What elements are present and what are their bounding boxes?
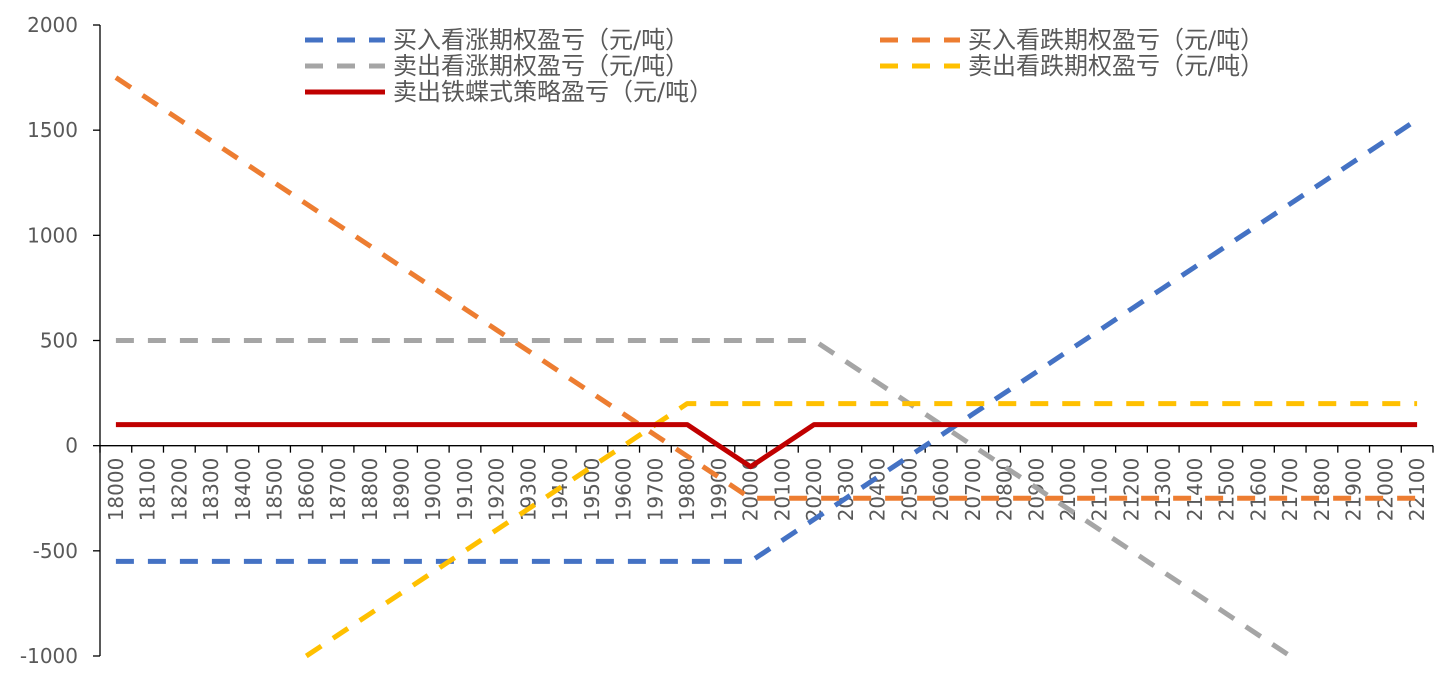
x-tick-label: 18400 — [231, 458, 255, 522]
legend: 买入看涨期权盈亏（元/吨） 买入看跌期权盈亏（元/吨）卖出看涨期权盈亏（元/吨）卖… — [305, 26, 1264, 106]
series-5-line — [115, 422, 1418, 470]
x-tick-label: 20500 — [897, 458, 921, 522]
x-tick-label: 21500 — [1215, 458, 1239, 522]
series-2-line — [114, 75, 1418, 501]
x-tick-label: 21700 — [1278, 458, 1302, 522]
x-tick-label: 19100 — [453, 458, 477, 522]
x-tick-label: 20400 — [866, 458, 890, 522]
x-tick-label: 20300 — [834, 458, 858, 522]
x-tick-label: 18000 — [104, 458, 128, 522]
y-tick-label: 1000 — [27, 223, 78, 247]
x-tick-label: 18300 — [199, 458, 223, 522]
x-tick-label: 20800 — [993, 458, 1017, 522]
x-tick-label: 20600 — [929, 458, 953, 522]
y-tick-label: 2000 — [27, 13, 78, 37]
x-tick-label: 20200 — [802, 458, 826, 522]
x-tick-label: 22100 — [1405, 458, 1429, 522]
series-3-line — [115, 338, 1292, 659]
y-tick-label: -1000 — [20, 644, 78, 668]
x-tick-label: 18600 — [294, 458, 318, 522]
x-tick-label: 20700 — [961, 458, 985, 522]
x-tick-label: 19200 — [485, 458, 509, 522]
x-axis: 18000 18100 18200 18300 18400 18500 18600 18700… — [99, 445, 1434, 522]
x-tick-label: 21300 — [1151, 458, 1175, 522]
x-tick-label: 21100 — [1088, 458, 1112, 522]
series-1-line — [115, 117, 1419, 564]
x-tick-label: 21400 — [1183, 458, 1207, 522]
x-tick-label: 19900 — [707, 458, 731, 522]
legend-label-5: 卖出铁蝶式策略盈亏（元/吨） — [393, 78, 713, 106]
series-4-line — [304, 401, 1418, 659]
x-tick-label: 18200 — [167, 458, 191, 522]
y-tick-label: 0 — [65, 434, 78, 458]
x-tick-label: 21200 — [1119, 458, 1143, 522]
x-tick-label: 21800 — [1310, 458, 1334, 522]
y-tick-label: -500 — [33, 539, 78, 563]
x-tick-label: 18700 — [326, 458, 350, 522]
x-tick-label: 19000 — [421, 458, 445, 522]
legend-label-3: 卖出看涨期权盈亏（元/吨） — [393, 52, 689, 80]
x-tick-label: 21600 — [1246, 458, 1270, 522]
x-tick-label: 18500 — [263, 458, 287, 522]
y-tick-label: 500 — [40, 329, 78, 353]
x-tick-label: 22000 — [1373, 458, 1397, 522]
y-axis: 2000 1500 1000 500 0 -500 -1000 — [20, 13, 101, 668]
x-tick-label: 21900 — [1342, 458, 1366, 522]
x-tick-label: 18100 — [136, 458, 160, 522]
x-tick-label: 18800 — [358, 458, 382, 522]
legend-label-4: 卖出看跌期权盈亏（元/吨） — [968, 52, 1264, 80]
x-tick-label: 19500 — [580, 458, 604, 522]
legend-label-1: 买入看涨期权盈亏（元/吨） — [393, 26, 689, 54]
x-tick-label: 18900 — [390, 458, 414, 522]
x-tick-label: 19700 — [643, 458, 667, 522]
y-tick-label: 1500 — [27, 118, 78, 142]
x-tick-label: 19800 — [675, 458, 699, 522]
x-tick-label: 19600 — [612, 458, 636, 522]
legend-label-2: 买入看跌期权盈亏（元/吨） — [968, 26, 1264, 54]
series-lines — [114, 75, 1419, 659]
x-tick-label: 20100 — [770, 458, 794, 522]
